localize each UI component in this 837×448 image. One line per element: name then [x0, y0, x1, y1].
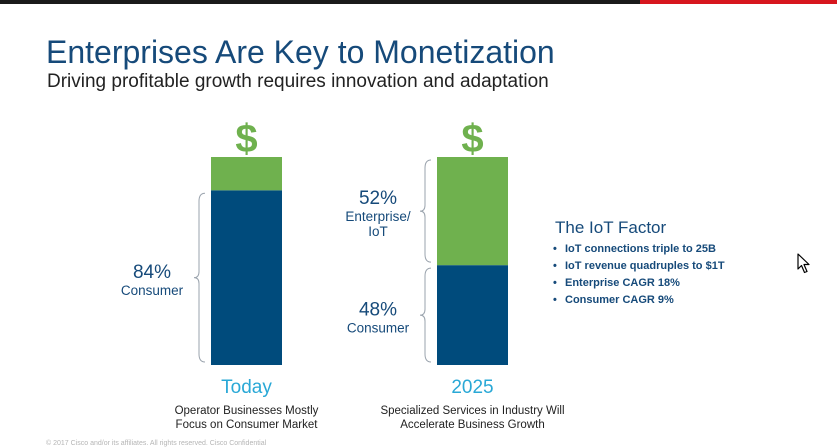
- slide-subtitle: Driving profitable growth requires innov…: [47, 71, 549, 92]
- bullet-icon: •: [553, 260, 557, 272]
- iot-factor-item-text: Consumer CAGR 9%: [565, 294, 674, 306]
- bar-segment-enterprise-iot: [211, 157, 282, 191]
- bar-segment-consumer: [437, 265, 508, 365]
- iot-factor-item: • IoT revenue quadruples to $1T: [553, 258, 725, 275]
- bullet-icon: •: [553, 294, 557, 306]
- category-caption: Accelerate Business Growth: [400, 419, 544, 431]
- data-label: 48%: [359, 300, 397, 321]
- category-caption: Focus on Consumer Market: [176, 419, 319, 431]
- copyright-footer: © 2017 Cisco and/or its affiliates. All …: [46, 440, 267, 447]
- data-label: 52%: [359, 188, 397, 209]
- bar-segment-consumer: [211, 190, 282, 365]
- series-label: IoT: [368, 224, 388, 239]
- dollar-icon: $: [235, 117, 257, 161]
- iot-factor-item: • Consumer CAGR 9%: [553, 292, 725, 309]
- iot-factor-title: The IoT Factor: [555, 218, 667, 237]
- series-label: Enterprise/: [345, 209, 411, 224]
- series-label: Consumer: [347, 321, 410, 336]
- mouse-pointer-icon: [797, 253, 810, 274]
- category-caption: Operator Businesses Mostly: [175, 405, 319, 417]
- iot-factor-item: • Enterprise CAGR 18%: [553, 275, 725, 292]
- slide-title: Enterprises Are Key to Monetization: [46, 34, 555, 70]
- iot-factor-item-text: Enterprise CAGR 18%: [565, 277, 680, 289]
- data-label: 84%: [133, 262, 171, 283]
- brace-bracket: [419, 267, 432, 363]
- top-accent-bar: [0, 0, 837, 4]
- brace-bracket: [419, 159, 432, 263]
- category-label: Today: [221, 377, 272, 398]
- bar-segment-enterprise-iot: [437, 157, 508, 266]
- iot-factor-list: • IoT connections triple to 25B • IoT reve…: [553, 241, 725, 309]
- top-bar-red: [640, 0, 837, 4]
- bullet-icon: •: [553, 277, 557, 289]
- dollar-icon: $: [461, 117, 483, 161]
- category-label: 2025: [451, 377, 493, 398]
- iot-factor-item: • IoT connections triple to 25B: [553, 241, 725, 258]
- top-bar-dark: [0, 0, 640, 4]
- bullet-icon: •: [553, 243, 557, 255]
- iot-factor-item-text: IoT connections triple to 25B: [565, 243, 716, 255]
- iot-factor-item-text: IoT revenue quadruples to $1T: [565, 260, 725, 272]
- series-label: Consumer: [121, 283, 184, 298]
- brace-bracket: [193, 192, 206, 363]
- category-caption: Specialized Services in Industry Will: [380, 405, 564, 417]
